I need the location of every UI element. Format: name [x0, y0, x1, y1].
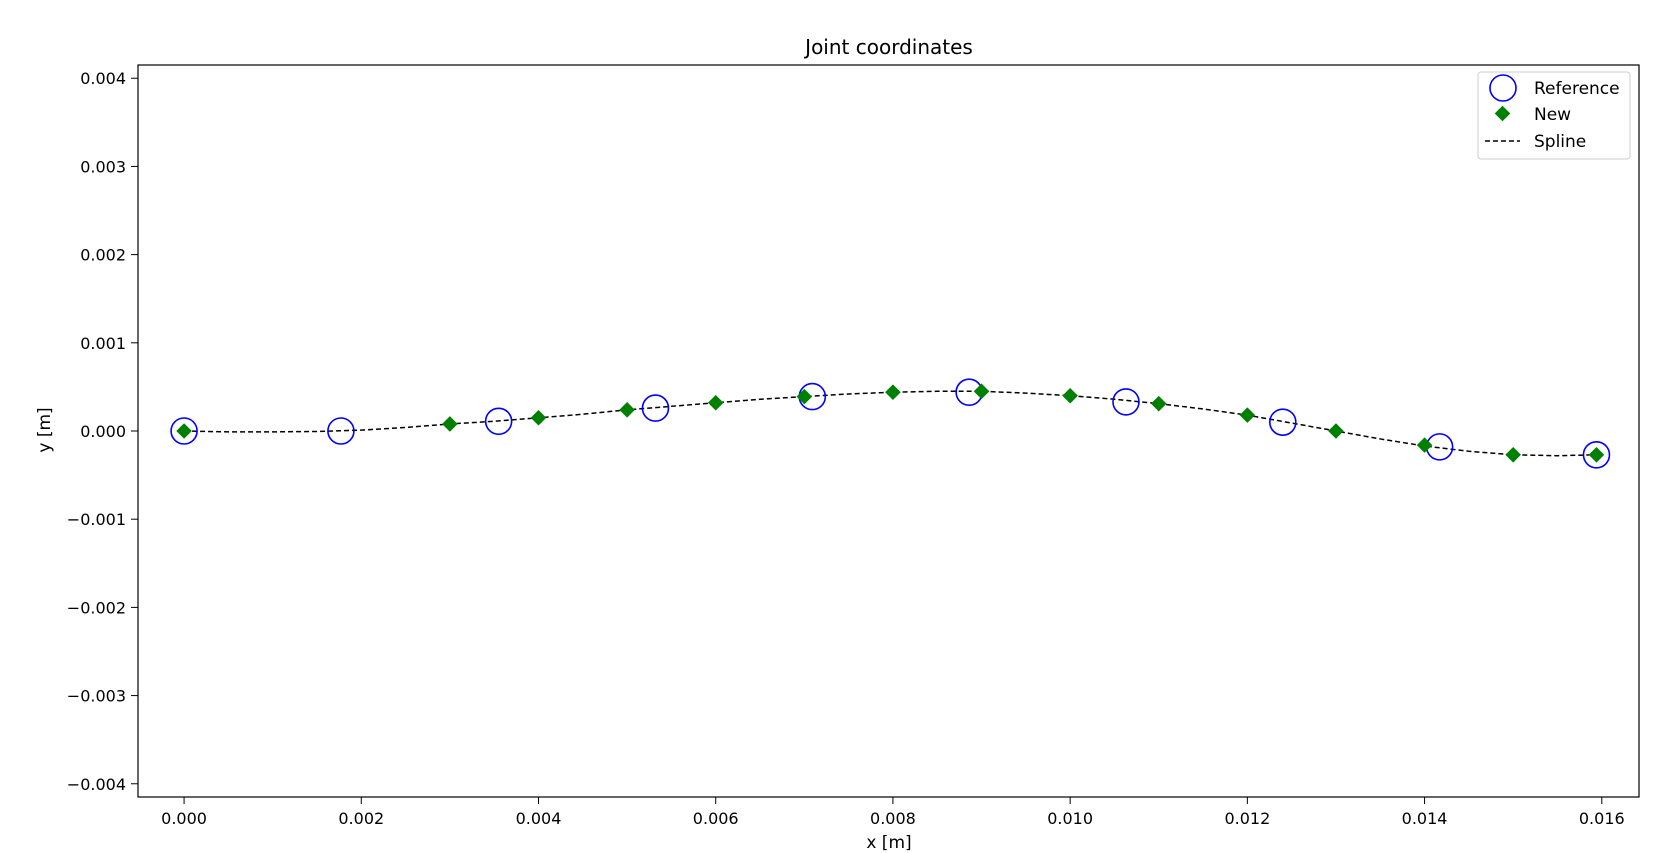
new-point [1328, 423, 1344, 439]
reference-point [484, 407, 513, 436]
new-point [1505, 447, 1521, 463]
y-axis-label: y [m] [35, 407, 55, 452]
new-point [1062, 387, 1078, 404]
reference-point [327, 417, 355, 445]
y-tick-label: 0.004 [80, 69, 126, 88]
new-point [885, 384, 901, 400]
y-tick-label: −0.001 [67, 510, 126, 529]
reference-point [1112, 388, 1140, 416]
legend-new-marker [1494, 105, 1511, 122]
x-axis-label: x [m] [866, 833, 911, 853]
new-point [796, 388, 813, 405]
y-axis-ticks: −0.004 −0.003 −0.002 −0.001 0.000 0.001 0.002 0… [67, 69, 138, 794]
legend-new-label: New [1534, 105, 1571, 125]
y-tick-label: 0.000 [80, 422, 126, 441]
y-tick-label: −0.002 [67, 598, 126, 617]
spline-line [184, 390, 1597, 457]
new-point [619, 402, 635, 418]
x-tick-label: 0.016 [1579, 809, 1625, 828]
y-tick-label: 0.002 [80, 246, 126, 265]
legend-reference-marker [1489, 74, 1517, 102]
chart-title: Joint coordinates [803, 35, 973, 59]
legend-frame [1477, 71, 1631, 160]
new-point [707, 395, 724, 411]
y-tick-label: −0.004 [67, 775, 126, 794]
reference-point [1582, 441, 1611, 469]
y-tick-label: 0.003 [80, 157, 126, 176]
x-tick-label: 0.012 [1224, 809, 1270, 828]
x-tick-label: 0.014 [1402, 809, 1448, 828]
legend-spline-label: Spline [1534, 132, 1586, 152]
new-point [973, 383, 990, 400]
legend: Reference New Spline [1477, 71, 1631, 160]
new-point [530, 409, 547, 426]
reference-point [1269, 408, 1297, 436]
new-point [1588, 447, 1605, 463]
plot-area [170, 378, 1611, 469]
x-tick-label: 0.000 [161, 809, 207, 828]
y-tick-label: 0.001 [80, 334, 126, 353]
plot-frame [137, 64, 1640, 798]
legend-reference-label: Reference [1534, 79, 1620, 99]
x-tick-label: 0.010 [1047, 809, 1093, 828]
reference-point [170, 417, 198, 445]
new-point [1239, 407, 1256, 423]
y-tick-label: −0.003 [67, 687, 126, 706]
new-point [1416, 437, 1433, 453]
new-point [1150, 395, 1167, 412]
x-tick-label: 0.008 [870, 809, 916, 828]
x-tick-label: 0.002 [338, 809, 384, 828]
reference-point [641, 394, 670, 422]
x-tick-label: 0.006 [693, 809, 739, 828]
new-point [176, 423, 192, 439]
new-point [442, 416, 458, 432]
x-axis-ticks: 0.000 0.002 0.004 0.006 0.008 0.010 0.012 0.014… [161, 797, 1625, 828]
x-tick-label: 0.004 [516, 809, 562, 828]
